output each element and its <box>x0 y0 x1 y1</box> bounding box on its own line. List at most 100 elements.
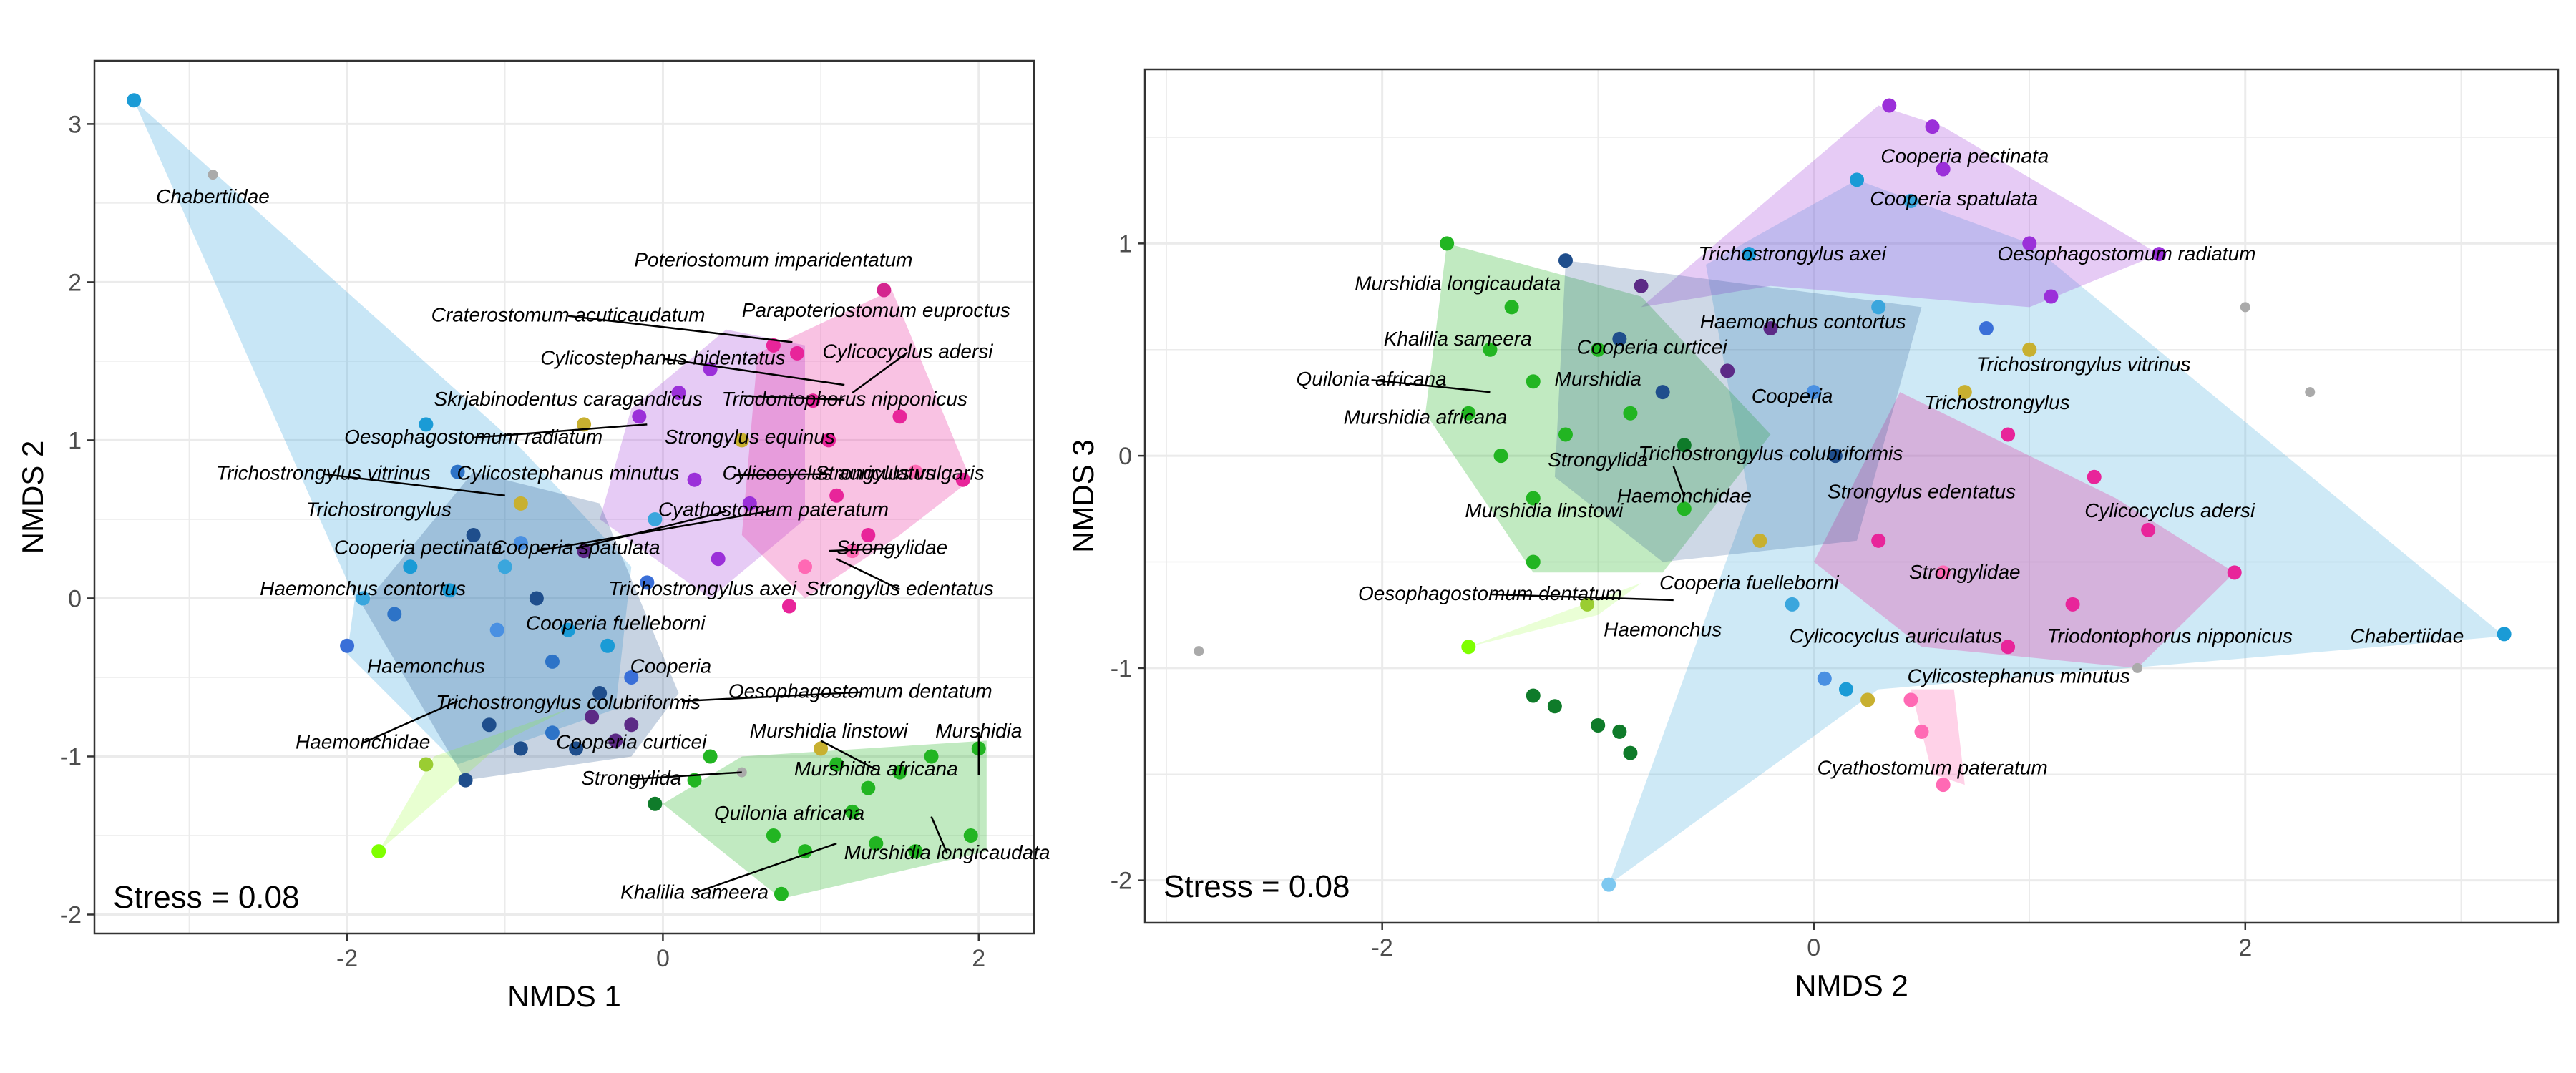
nmds-panel-left: Chabertiidae Poteriostomum imparidentatum… <box>16 59 1050 1013</box>
label-leader-line <box>1371 378 1491 393</box>
label-line-layer <box>1371 378 1685 602</box>
label-leader-line <box>733 473 829 476</box>
data-point <box>955 472 970 487</box>
data-point <box>1461 640 1476 655</box>
taxon-label: Trichostrongylus colubriformis <box>1639 442 1903 464</box>
label-leader-line <box>820 740 877 771</box>
data-point <box>419 757 434 772</box>
group-hull <box>363 471 679 780</box>
taxon-label: Strongylida <box>1548 449 1648 471</box>
data-point <box>1860 692 1875 707</box>
data-point <box>687 773 702 788</box>
taxon-label: Quilonia africana <box>714 802 864 824</box>
data-point <box>1526 554 1541 569</box>
taxon-label: Oesophagostomum dentatum <box>1358 582 1622 604</box>
panel-frame <box>1143 68 2560 924</box>
x-axis-title: NMDS 2 <box>1795 969 1908 1002</box>
data-point <box>789 346 804 361</box>
data-point <box>1828 449 1843 464</box>
label-layer: Chabertiidae Poteriostomum imparidentatum… <box>156 185 1050 903</box>
data-point <box>924 749 939 764</box>
label-leader-line <box>681 691 861 702</box>
data-point <box>845 544 860 559</box>
label-leader-line <box>575 510 726 549</box>
label-leader-line <box>1490 593 1674 602</box>
y-tick-label: -2 <box>60 901 82 929</box>
taxon-label: Cooperia <box>630 655 712 677</box>
data-point <box>648 511 663 526</box>
data-point <box>908 464 923 479</box>
y-tick-label: -1 <box>60 743 82 770</box>
y-tick-label: 1 <box>68 427 82 454</box>
data-point <box>1936 778 1951 793</box>
group-hull <box>741 290 971 599</box>
x-tick-label: 0 <box>656 945 670 972</box>
data-point <box>2022 236 2037 251</box>
data-point <box>1979 321 1994 336</box>
data-point <box>1558 253 1573 268</box>
label-line-layer <box>323 315 980 894</box>
data-point <box>1752 533 1767 548</box>
group-hull <box>1425 243 1771 573</box>
label-layer: Cooperia pectinata Cooperia spatulata Tric… <box>1297 145 2464 779</box>
taxon-label: Cylicocyclus adersi <box>822 340 993 363</box>
y-tick-label: 3 <box>68 111 82 138</box>
data-point <box>1742 247 1757 262</box>
gridlines <box>94 61 1034 934</box>
data-point <box>1526 374 1541 389</box>
data-point <box>569 741 584 756</box>
data-point <box>892 409 907 424</box>
group-hull <box>1813 392 2235 668</box>
data-point <box>1634 278 1649 293</box>
label-leader-line <box>694 842 837 894</box>
panel-frame <box>93 59 1035 935</box>
point-layer <box>1194 98 2512 892</box>
data-point <box>963 828 978 843</box>
group-hull <box>663 740 987 899</box>
taxon-label: Murshidia longicaudata <box>1355 273 1561 295</box>
data-point <box>908 844 923 859</box>
data-point <box>766 338 781 353</box>
taxon-label: Cylicostephanus bidentatus <box>540 346 785 368</box>
data-point <box>608 733 623 748</box>
y-axis-title: NMDS 2 <box>16 441 49 554</box>
axis-ticks: -2 0 2 -2 -1 0 1 <box>1111 230 2252 961</box>
taxon-label: Khalilia sameera <box>1384 328 1532 350</box>
data-point <box>703 749 718 764</box>
data-point <box>482 717 497 733</box>
label-leader-line <box>362 700 459 744</box>
taxon-label: Trichostrongylus axei <box>608 577 796 599</box>
taxon-label: Quilonia africana <box>1297 368 1447 390</box>
label-leader-line <box>663 358 845 386</box>
group-hull <box>1468 583 1641 647</box>
taxon-label: Chabertiidae <box>156 185 270 207</box>
taxon-label: Cyathostomum pateratum <box>658 499 889 521</box>
data-point <box>2001 640 2016 655</box>
data-point <box>1601 877 1616 892</box>
data-point <box>1882 98 1897 113</box>
data-point <box>2087 469 2102 484</box>
data-point <box>2141 522 2156 537</box>
data-point <box>1936 162 1951 177</box>
taxon-label: Murshidia <box>935 720 1022 742</box>
label-leader-line <box>829 547 892 552</box>
taxon-label: Cylicocyclus auriculatus <box>1790 624 2002 647</box>
label-leader-line <box>536 509 774 552</box>
data-point <box>442 583 457 598</box>
taxon-label: Haemonchus <box>367 655 485 677</box>
taxon-label: Trichostrongylus <box>1924 391 2069 413</box>
data-point <box>869 836 884 851</box>
taxon-label: Haemonchidae <box>296 730 430 753</box>
data-point <box>1936 565 1951 580</box>
data-point <box>624 717 639 733</box>
data-point <box>2227 565 2242 580</box>
taxon-label: Murshidia linstowi <box>1465 499 1624 521</box>
data-point <box>545 654 560 669</box>
data-point <box>1655 385 1670 400</box>
taxon-label: Murshidia africana <box>1344 406 1508 428</box>
data-point <box>1763 321 1778 336</box>
x-tick-label: 2 <box>2238 934 2252 961</box>
data-point <box>1580 597 1595 612</box>
taxon-label: Craterostomum acuticaudatum <box>431 304 706 326</box>
